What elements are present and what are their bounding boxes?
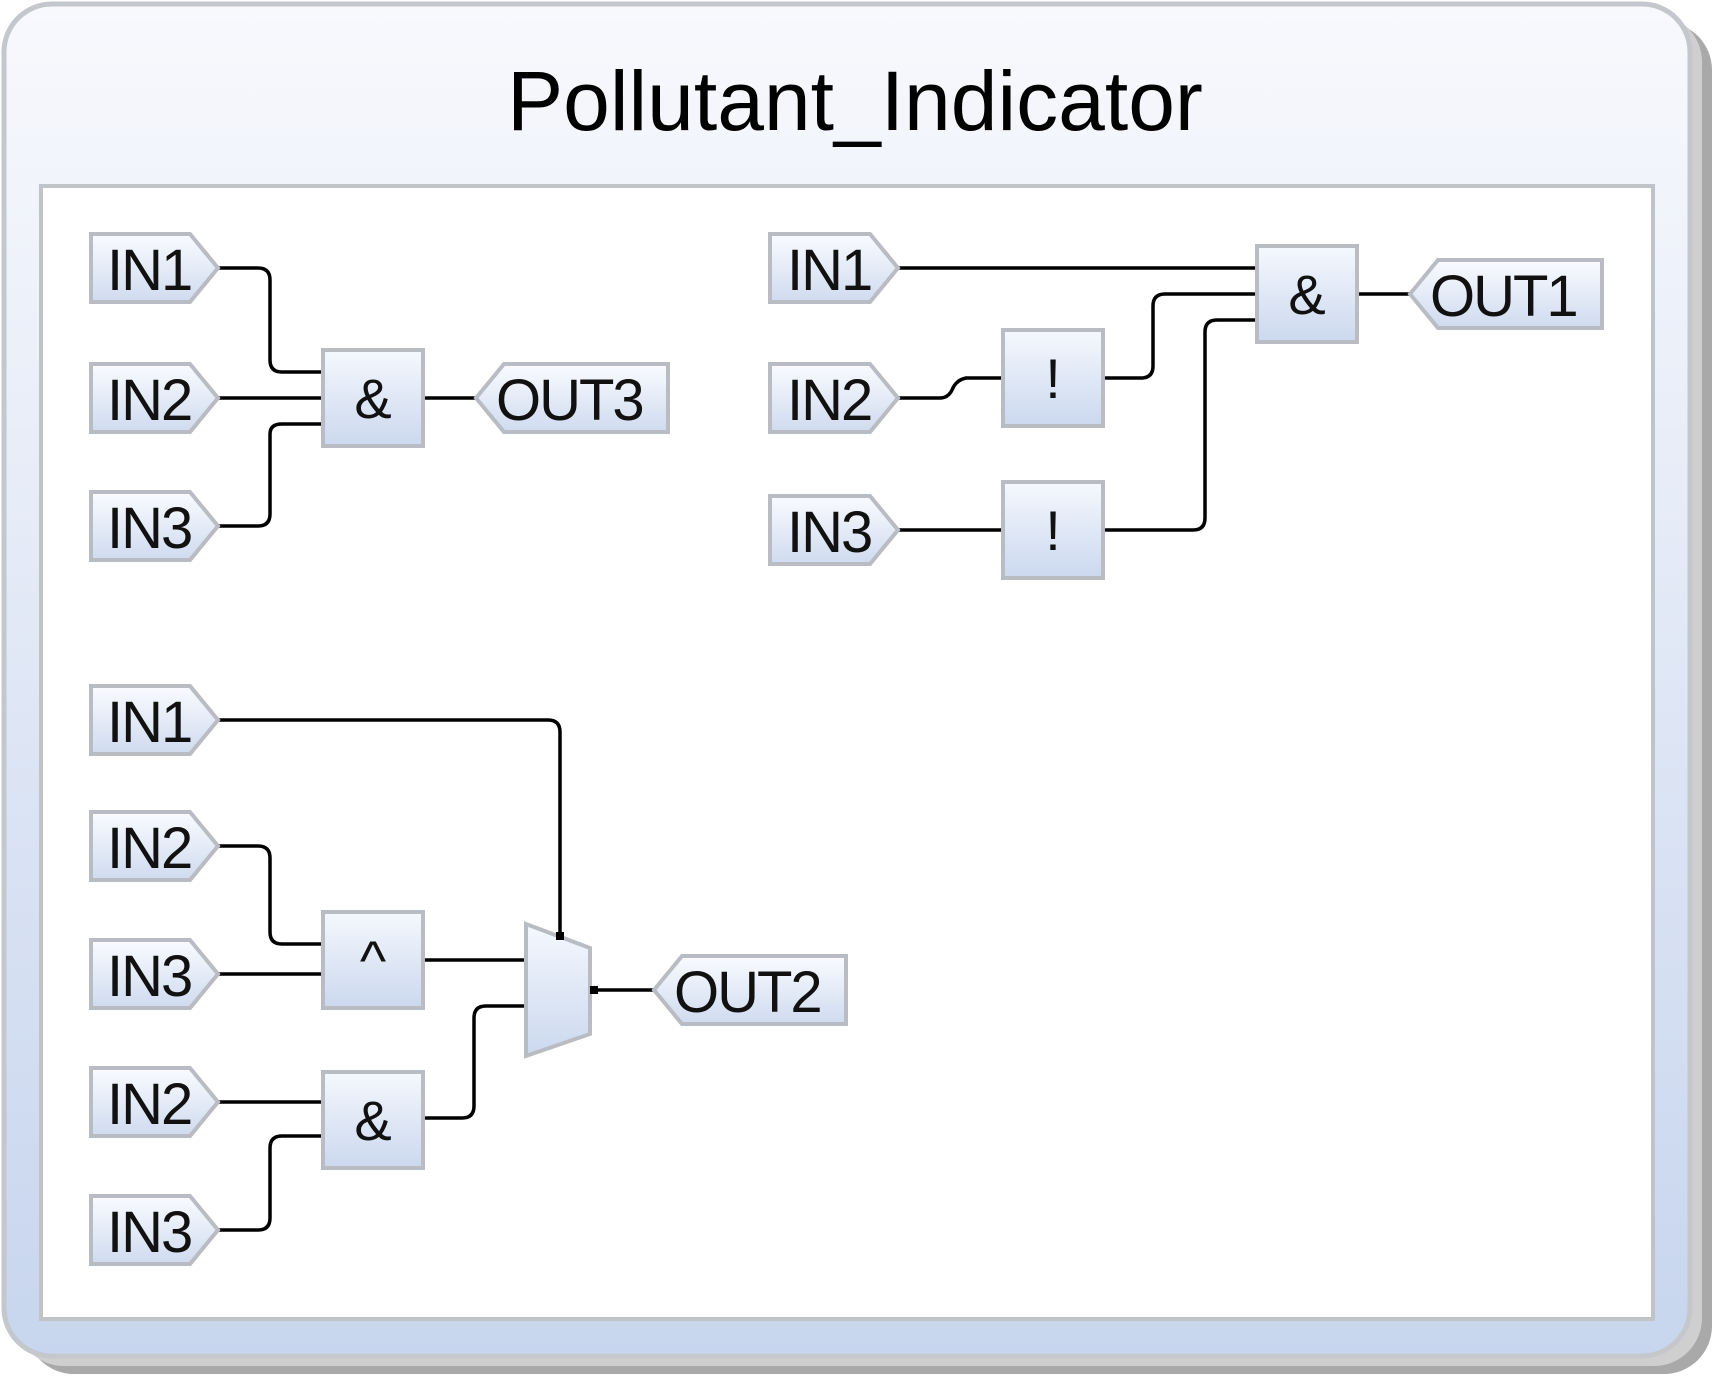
input-port: IN1 bbox=[89, 232, 221, 304]
input-port: IN3 bbox=[768, 494, 901, 566]
inner-canvas bbox=[39, 184, 1655, 1321]
svg-text:IN3: IN3 bbox=[107, 1200, 191, 1265]
input-port: IN2 bbox=[89, 362, 221, 434]
svg-text:IN1: IN1 bbox=[107, 690, 191, 755]
and-gate: & bbox=[321, 348, 425, 448]
wire bbox=[423, 1004, 526, 1120]
input-port: IN3 bbox=[89, 490, 221, 562]
wires bbox=[218, 266, 1410, 1232]
output-port: OUT3 bbox=[473, 362, 670, 434]
input-port: IN1 bbox=[89, 684, 221, 756]
output-port: OUT1 bbox=[1407, 258, 1604, 330]
and-gate: & bbox=[321, 1070, 425, 1170]
wire bbox=[898, 376, 1003, 400]
svg-text:&: & bbox=[354, 367, 391, 430]
svg-text:IN2: IN2 bbox=[107, 1072, 191, 1137]
not-gate: ! bbox=[1001, 480, 1105, 580]
and-gate: & bbox=[1255, 244, 1359, 344]
svg-text:IN2: IN2 bbox=[107, 368, 191, 433]
svg-text:IN2: IN2 bbox=[107, 816, 191, 881]
input-port: IN2 bbox=[768, 362, 901, 434]
svg-text:OUT1: OUT1 bbox=[1430, 264, 1577, 329]
svg-text:IN1: IN1 bbox=[787, 238, 871, 303]
input-port: IN3 bbox=[89, 1194, 221, 1266]
input-port: IN3 bbox=[89, 938, 221, 1010]
svg-text:IN3: IN3 bbox=[787, 500, 871, 565]
multiplexer-icon bbox=[524, 921, 598, 1059]
wire bbox=[218, 718, 562, 936]
svg-text:IN3: IN3 bbox=[107, 944, 191, 1009]
svg-text:!: ! bbox=[1045, 347, 1061, 410]
circuit-out3: IN1 IN2 IN3 & OUT3 bbox=[89, 232, 670, 562]
input-port: IN2 bbox=[89, 1066, 221, 1138]
wire bbox=[218, 422, 323, 528]
wire bbox=[218, 844, 323, 946]
wire bbox=[218, 1134, 323, 1232]
svg-text:&: & bbox=[354, 1089, 391, 1152]
wire bbox=[218, 266, 323, 374]
svg-text:IN2: IN2 bbox=[787, 368, 871, 433]
svg-text:OUT3: OUT3 bbox=[496, 368, 643, 433]
circuit-out1: IN1 IN2 IN3 ! ! & OUT1 bbox=[768, 232, 1604, 580]
svg-text:!: ! bbox=[1045, 499, 1061, 562]
input-port: IN1 bbox=[768, 232, 901, 304]
svg-text:^: ^ bbox=[360, 929, 386, 992]
svg-text:IN1: IN1 bbox=[107, 238, 191, 303]
circuit-out2: IN1 IN2 IN3 IN2 IN3 ^ & bbox=[89, 684, 848, 1266]
block-title: Pollutant_Indicator bbox=[507, 54, 1203, 148]
wire bbox=[1103, 292, 1257, 380]
output-port: OUT2 bbox=[651, 954, 848, 1026]
svg-text:IN3: IN3 bbox=[107, 496, 191, 561]
not-gate: ! bbox=[1001, 328, 1105, 428]
input-port: IN2 bbox=[89, 810, 221, 882]
svg-text:&: & bbox=[1288, 263, 1325, 326]
xor-gate: ^ bbox=[321, 910, 425, 1010]
wire bbox=[1103, 318, 1257, 532]
svg-text:OUT2: OUT2 bbox=[674, 960, 821, 1025]
